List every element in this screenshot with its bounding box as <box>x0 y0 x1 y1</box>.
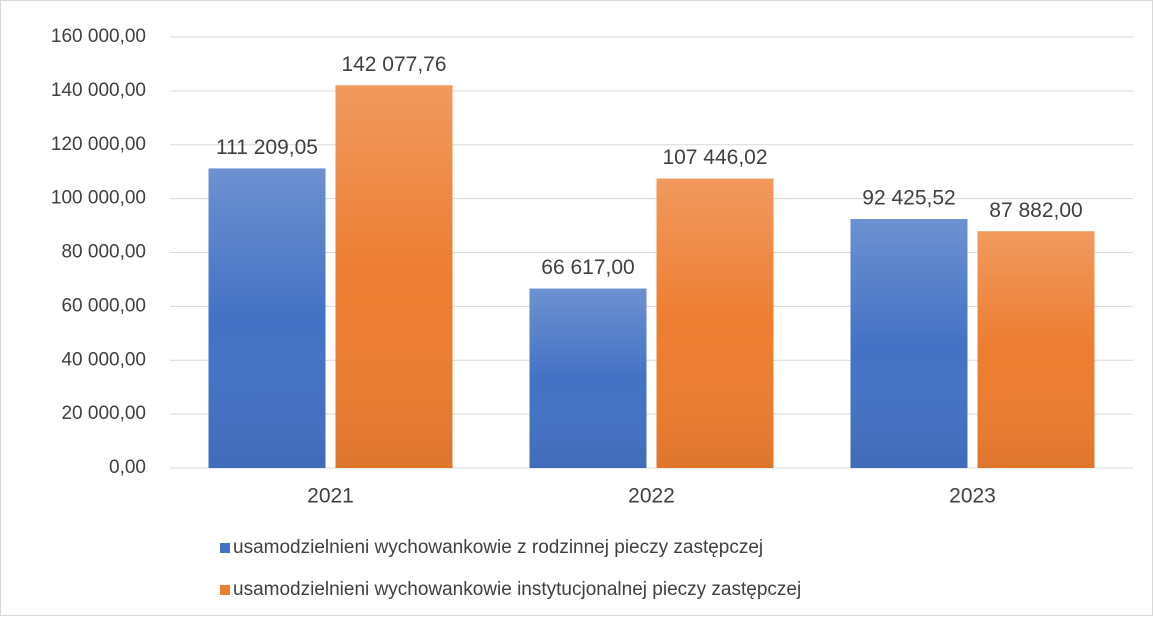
x-tick-label: 2023 <box>949 485 996 508</box>
legend-label: usamodzielnieni wychowankowie z rodzinne… <box>233 537 763 558</box>
bar <box>335 85 453 469</box>
y-tick-label: 120 000,00 <box>51 134 146 155</box>
y-tick-label: 60 000,00 <box>61 295 146 316</box>
bar <box>977 231 1095 468</box>
data-label: 111 209,05 <box>216 136 318 159</box>
legend-swatch <box>220 585 230 595</box>
data-label: 107 446,02 <box>662 146 767 169</box>
y-tick-label: 20 000,00 <box>61 403 146 424</box>
data-label: 87 882,00 <box>989 199 1082 222</box>
x-tick-label: 2022 <box>628 485 675 508</box>
y-tick-label: 0,00 <box>109 457 146 478</box>
data-label: 66 617,00 <box>541 256 634 279</box>
bar <box>850 219 968 468</box>
data-label: 92 425,52 <box>862 187 955 210</box>
y-tick-label: 80 000,00 <box>61 242 146 263</box>
legend: usamodzielnieni wychowankowie z rodzinne… <box>220 537 801 600</box>
y-tick-label: 140 000,00 <box>51 80 146 101</box>
y-tick-label: 100 000,00 <box>51 188 146 209</box>
data-label: 142 077,76 <box>341 53 446 76</box>
legend-label: usamodzielnieni wychowankowie instytucjo… <box>233 579 801 600</box>
x-tick-label: 2021 <box>307 485 354 508</box>
y-tick-label: 40 000,00 <box>61 349 146 370</box>
bar <box>208 168 326 469</box>
y-tick-label: 160 000,00 <box>51 26 146 47</box>
legend-swatch <box>220 543 230 553</box>
bar <box>656 178 774 469</box>
bar <box>529 288 647 468</box>
